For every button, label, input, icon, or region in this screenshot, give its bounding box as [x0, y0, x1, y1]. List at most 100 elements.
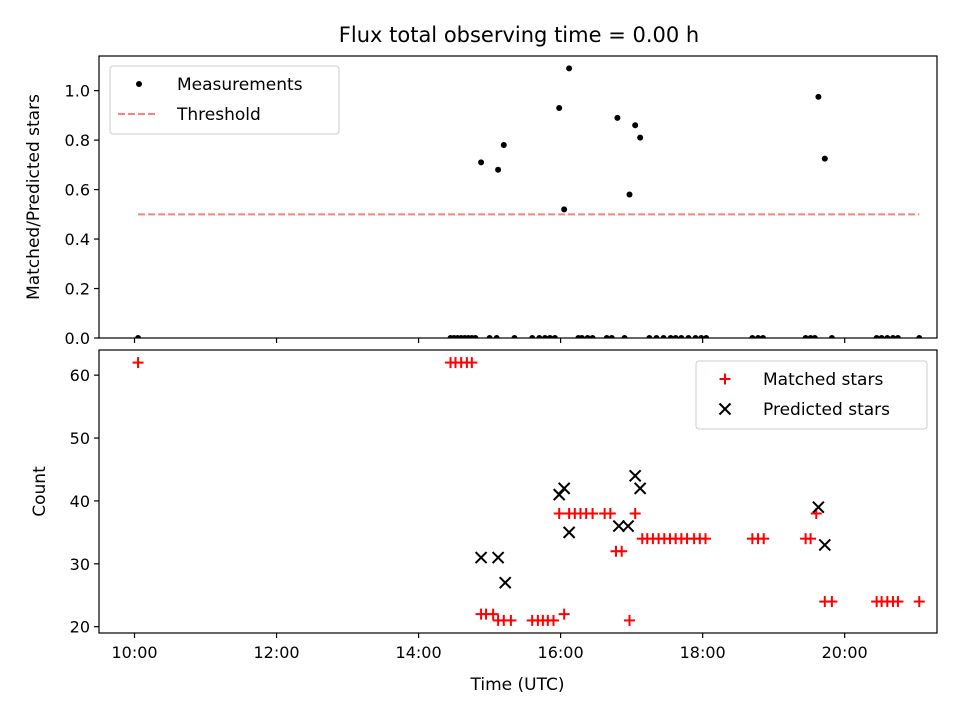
bottom-y-axis-label: Count	[30, 466, 50, 517]
bottom-series-1-point-9	[633, 482, 647, 495]
top-series-0-point-44	[749, 335, 756, 338]
bottom-series-0-point-46	[805, 533, 817, 545]
bottom-series-0-point-17	[558, 608, 570, 620]
bottom-legend-swatch-1	[718, 402, 732, 416]
top-series-0-point-34	[646, 335, 653, 338]
top-series-0-point-36	[660, 335, 667, 338]
top-series-0-point-50	[815, 93, 822, 100]
bottom-series-1	[474, 469, 832, 589]
bottom-x-tick-label-5: 20:00	[822, 643, 868, 662]
bottom-series-1-point-4-b	[557, 482, 571, 495]
bottom-series-1-point-7	[621, 519, 635, 533]
bottom-series-1-point-9-b	[633, 482, 647, 495]
bottom-y-tick-label-0: 20	[70, 618, 90, 637]
bottom-series-1-point-6	[612, 519, 626, 533]
bottom-series-1-point-5-b	[562, 526, 576, 539]
bottom-series-0-point-25	[604, 508, 616, 520]
bottom-x-tick-label-3: 16:00	[538, 643, 584, 662]
top-legend-box	[109, 65, 340, 135]
top-y-axis-label: Matched/Predicted stars	[24, 94, 44, 300]
top-series-0-point-13	[500, 142, 507, 149]
top-series-0-point-33	[637, 134, 644, 141]
bottom-series-1-point-6-b	[612, 519, 626, 533]
top-series-0-point-24	[578, 335, 585, 338]
top-legend-item-0: Measurements	[136, 75, 303, 95]
top-series-0-point-45	[755, 335, 762, 338]
bottom-series-1-point-10-b	[812, 501, 825, 514]
bottom-series-1-point-2-b	[499, 576, 512, 589]
top-y-tick-label-3: 0.6	[65, 181, 90, 200]
bottom-y-tick-label-3: 50	[70, 429, 90, 448]
bottom-series-0-point-41	[699, 533, 711, 545]
top-plot-area	[135, 65, 923, 338]
bottom-legend: Matched stars Predicted stars	[695, 360, 928, 430]
top-y-tick-label-2: 0.4	[65, 230, 90, 249]
top-axes-frame	[98, 55, 938, 339]
top-series-0-point-20	[556, 104, 563, 111]
top-series-0-point-42	[698, 335, 705, 338]
top-series-0-point-9	[478, 159, 485, 166]
bottom-series-0-point-23	[587, 508, 599, 520]
top-series-0-point-8	[472, 335, 479, 338]
bottom-series-0-point-49	[826, 596, 838, 608]
top-series-0-point-22	[566, 65, 573, 72]
bottom-series-0-point-29	[629, 508, 641, 520]
bottom-series-1-point-5	[562, 526, 576, 539]
top-legend-label-1: Threshold	[176, 105, 261, 125]
top-series-0-point-52	[828, 335, 835, 338]
bottom-series-1-point-1-b	[491, 551, 505, 564]
top-series-0-point-19	[551, 335, 558, 338]
top-series-0-point-15	[529, 335, 536, 338]
bottom-series-1-point-11-b	[818, 538, 832, 552]
bottom-series-1-point-11	[818, 538, 832, 552]
bottom-series-1-point-0-b	[474, 551, 488, 564]
bottom-series-0-point-27	[616, 545, 628, 557]
bottom-series-1-point-8	[628, 469, 642, 482]
bottom-series-0-point-11	[505, 614, 517, 626]
top-legend-label-0: Measurements	[177, 75, 303, 95]
chart-title: Flux total observing time = 0.00 h	[339, 23, 699, 47]
top-series-0-point-25	[584, 335, 591, 338]
bottom-series-1-point-1	[491, 551, 505, 564]
bottom-legend-item-1: Predicted stars	[718, 400, 890, 420]
top-series-0-point-32	[632, 122, 639, 129]
bottom-legend-label-1: Predicted stars	[763, 400, 890, 420]
top-series-0-point-30	[621, 335, 628, 338]
top-series-0-point-41	[692, 335, 699, 338]
top-series-0-point-29	[614, 114, 621, 121]
bottom-plot-area	[132, 357, 925, 626]
top-series-0-point-54	[878, 335, 885, 338]
bottom-series-0-point-55	[913, 596, 925, 608]
top-series-0-point-53	[873, 335, 880, 338]
top-legend-swatch-0	[136, 81, 142, 87]
top-series-0-point-43	[703, 335, 710, 338]
top-panel: 0.0 0.2 0.4 0.6 0.8 1.0 Matched/Predicted star…	[24, 55, 938, 348]
top-y-tick-label-4: 0.8	[65, 131, 90, 150]
top-series-0-point-57	[894, 335, 901, 338]
top-series-0-point-55	[884, 335, 891, 338]
bottom-legend-item-0: Matched stars	[719, 370, 883, 390]
top-series-0-point-58	[916, 335, 923, 338]
top-series-0-point-12	[495, 166, 502, 173]
top-series-0-point-18	[546, 335, 553, 338]
top-series-0-point-49	[811, 335, 818, 338]
bottom-series-1-point-4	[557, 482, 571, 495]
bottom-x-axis-label: Time (UTC)	[470, 675, 565, 695]
top-y-tick-label-5: 1.0	[65, 82, 90, 101]
top-series-0-point-27	[603, 335, 610, 338]
bottom-x-tick-label-4: 18:00	[680, 643, 726, 662]
top-series-0-point-11	[493, 335, 500, 338]
top-series-0-point-14	[511, 335, 518, 338]
top-series-0-point-46	[760, 335, 767, 338]
top-series-0-point-56	[889, 335, 896, 338]
top-y-tick-label-1: 0.2	[65, 280, 90, 299]
top-series-0-point-38	[672, 335, 679, 338]
bottom-legend-swatch-0	[719, 373, 731, 385]
bottom-y-tick-label-1: 30	[70, 555, 90, 574]
bottom-series-0-point-28	[623, 614, 635, 626]
top-series-0-point-47	[802, 335, 809, 338]
top-series-0-point-35	[653, 335, 660, 338]
bottom-axes-frame	[98, 349, 938, 634]
bottom-series-1-point-10	[812, 501, 825, 514]
